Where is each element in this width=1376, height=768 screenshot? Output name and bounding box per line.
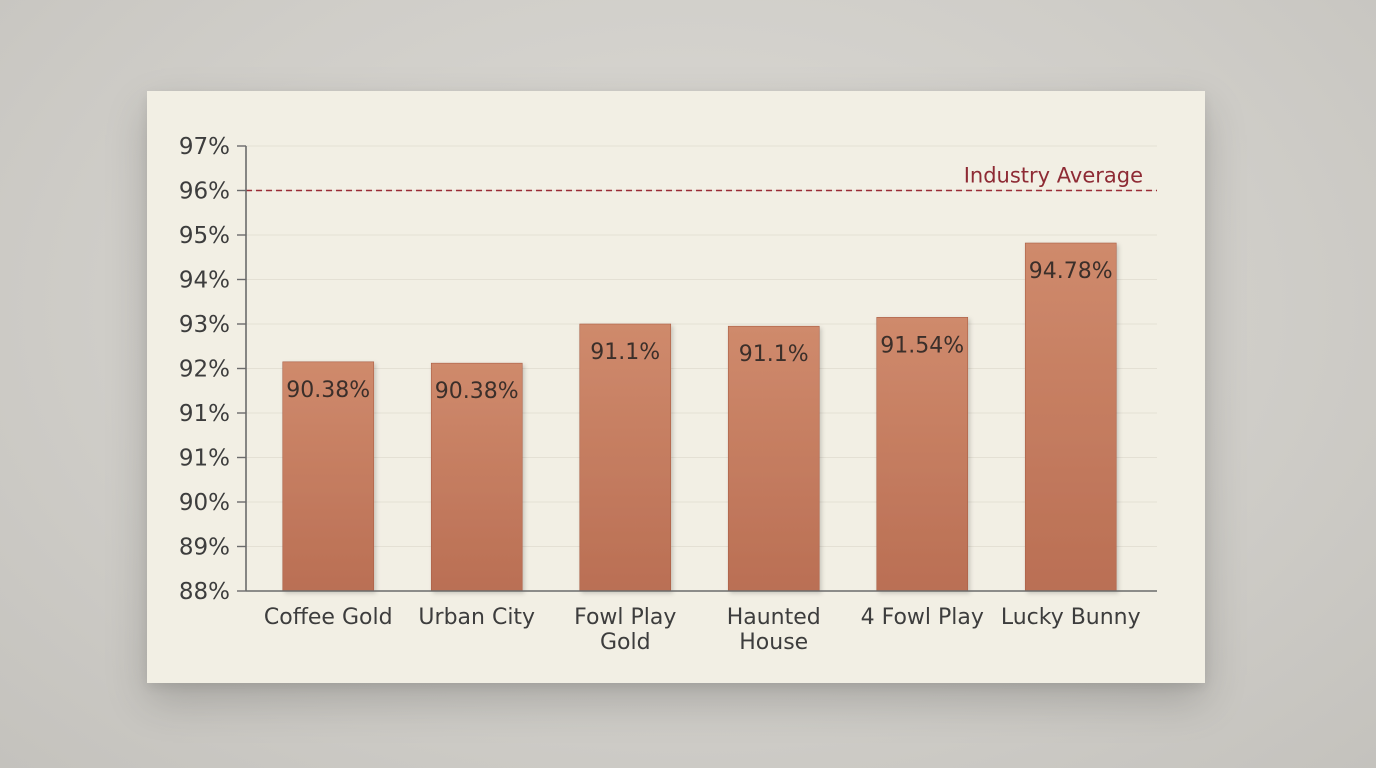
category-label: Haunted — [727, 605, 821, 630]
bar-chart: Industry Average 90.38% 90.38%91.1% 91.1% 9… — [179, 134, 1157, 655]
bar — [876, 317, 969, 592]
bars: 90.38% 90.38% 91.1% 91.1% 91.54% 94.78% — [282, 242, 1117, 592]
y-tick-label: 95% — [179, 223, 230, 249]
y-tick-label: 97% — [179, 134, 230, 160]
category-label: Urban City — [418, 605, 535, 630]
industry-average-label: Industry Average — [964, 164, 1143, 188]
category-label: Coffee Gold — [264, 605, 393, 630]
bar-value-label: 94.78% — [1029, 259, 1113, 284]
axes — [237, 145, 1157, 592]
reference-line-group: Industry Average — [246, 164, 1157, 192]
bar — [727, 325, 820, 592]
category-label: Fowl Play — [574, 605, 676, 630]
y-tick-label: 89% — [179, 535, 230, 561]
y-tick-label: 93% — [179, 312, 230, 338]
bar-value-label: 90.38% — [286, 378, 370, 403]
category-label: Gold — [600, 630, 651, 655]
gridlines — [246, 145, 1157, 547]
bar — [1024, 242, 1117, 592]
category-label: 4 Fowl Play — [861, 605, 984, 630]
bar-value-label: 91.54% — [880, 333, 964, 358]
y-tick-label: 88% — [179, 579, 230, 605]
y-tick-label: 96% — [179, 179, 230, 205]
bar — [579, 323, 672, 592]
category-label: House — [739, 630, 808, 655]
bar — [430, 362, 523, 592]
bar-value-label: 91.1% — [590, 340, 660, 365]
y-tick-label: 91% — [179, 446, 230, 472]
y-tick-label: 94% — [179, 268, 230, 294]
bar — [282, 361, 375, 592]
y-tick-label: 92% — [179, 357, 230, 383]
bar-value-label: 90.38% — [435, 379, 519, 404]
y-tick-label: 91% — [179, 401, 230, 427]
y-tick-label: 90% — [179, 490, 230, 516]
chart-card: Industry Average 90.38% 90.38% 91.1% 91.1% 9… — [147, 91, 1205, 683]
y-tick-labels: 97% 96% 95% 94% 93% 92% 91% 91% 90% 89% 88% — [179, 134, 230, 605]
bar-value-label: 91.1% — [739, 342, 809, 367]
category-label: Lucky Bunny — [1001, 605, 1141, 630]
